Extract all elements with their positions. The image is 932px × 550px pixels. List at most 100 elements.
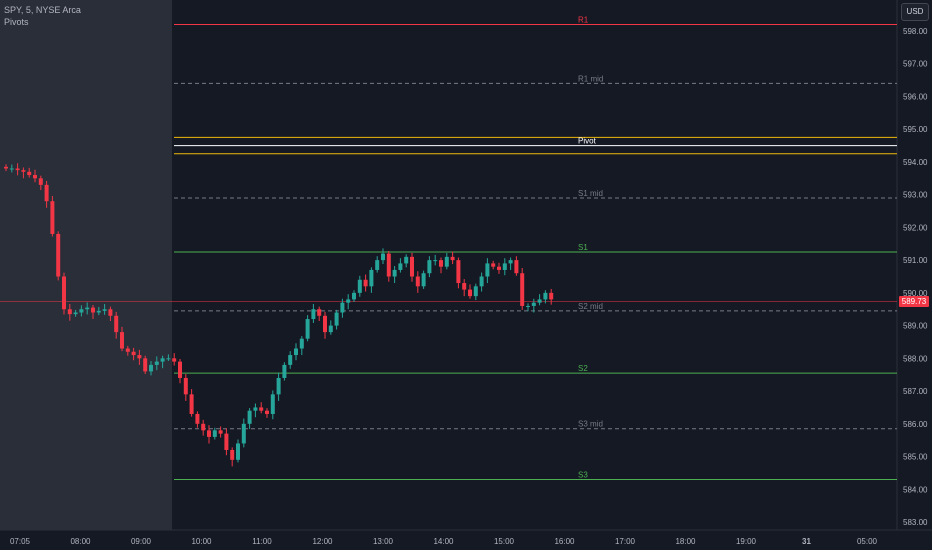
time-tick-label: 08:00 [70,537,91,546]
candle-body [102,309,107,311]
candle-body [282,364,287,378]
candle-body [259,407,264,411]
pivot-level-label: S3 [578,470,588,479]
candle-body [241,423,246,444]
chart-legend: SPY, 5, NYSE Arca Pivots [4,4,81,28]
currency-button[interactable]: USD [901,3,929,21]
candle-body [444,256,449,267]
candle-body [114,315,119,333]
pivot-level-label: R1 [578,15,589,24]
symbol-label[interactable]: SPY, 5, NYSE Arca [4,5,81,15]
price-tick-label: 597.00 [903,60,928,69]
price-tick-label: 589.00 [903,322,928,331]
candle-body [143,358,148,372]
time-tick-label: 05:00 [857,537,878,546]
time-tick-label: 15:00 [494,537,515,546]
time-tick-label: 14:00 [433,537,454,546]
candle-body [415,276,420,287]
candle-body [154,361,159,365]
price-tick-label: 591.00 [903,256,928,265]
price-tick-label: 587.00 [903,387,928,396]
premarket-shade [0,0,172,530]
candle-body [56,233,61,277]
last-price-badge: 589.73 [899,296,929,308]
pivot-level-label: S2 [578,364,588,373]
time-tick-label: 09:00 [131,537,152,546]
candle-body [520,273,525,306]
pivot-level-label: S2 mid [578,302,603,311]
time-tick-label: 11:00 [252,537,272,546]
time-tick-label: 16:00 [554,537,575,546]
candle-body [531,302,536,306]
candle-body [433,260,438,262]
time-tick-label: 17:00 [615,537,636,546]
candle-body [502,263,507,270]
price-tick-label: 596.00 [903,92,928,101]
price-tick-label: 593.00 [903,191,928,200]
candle-body [85,307,90,310]
candle-body [363,279,368,287]
pivot-level-label: S1 [578,243,588,252]
candle-body [468,289,472,297]
time-tick-label: 13:00 [373,537,394,546]
price-tick-label: 585.00 [903,453,928,462]
candle-body [375,260,380,270]
candle-body [172,358,177,362]
candle-body [21,170,26,172]
candle-body [317,309,322,316]
candle-body [201,423,206,431]
candle-body [328,325,333,333]
candle-body [398,263,403,270]
candle-body [131,351,136,356]
candle-body [137,355,142,359]
candle-body [473,286,478,297]
pivot-level-label: R1 mid [578,74,603,83]
candle-body [120,332,124,349]
candle-body [508,260,513,264]
candle-body [44,184,49,202]
time-tick-label: 19:00 [736,537,757,546]
candle-body [218,430,223,434]
candle-body [334,312,339,326]
price-tick-label: 590.00 [903,289,928,298]
candle-body [497,266,501,270]
candle-body [479,276,484,287]
candle-body [27,171,32,176]
candle-body [357,279,362,293]
candle-body [549,292,554,300]
time-tick-label: 10:00 [191,537,212,546]
candle-body [294,348,298,356]
candle-body [15,168,20,171]
time-tick-label: 12:00 [312,537,333,546]
candle-body [125,348,130,352]
candle-body [410,256,414,277]
candle-body [526,305,530,307]
price-tick-label: 586.00 [903,420,928,429]
candle-body [450,256,455,261]
price-tick-label: 584.00 [903,485,928,494]
pivot-level-label: S3 mid [578,420,603,429]
candle-body [421,273,426,287]
candle-body [189,394,194,414]
candle-body [543,292,548,300]
indicator-label[interactable]: Pivots [4,17,29,27]
candle-body [38,178,43,185]
candle-body [276,377,281,395]
candle-body [33,175,37,179]
price-tick-label: 588.00 [903,354,928,363]
candle-body [230,449,235,460]
time-tick-label: 31 [802,537,811,546]
candle-body [67,309,72,315]
candle-body [91,307,95,313]
candle-body [178,361,182,378]
candle-body [108,309,113,316]
candle-body [514,260,519,274]
candle-body [381,253,385,261]
candle-body [427,260,432,274]
candle-body [288,355,293,365]
candle-body [404,256,409,264]
candle-body [166,358,171,360]
pivot-level-label: Pivot [578,137,597,146]
